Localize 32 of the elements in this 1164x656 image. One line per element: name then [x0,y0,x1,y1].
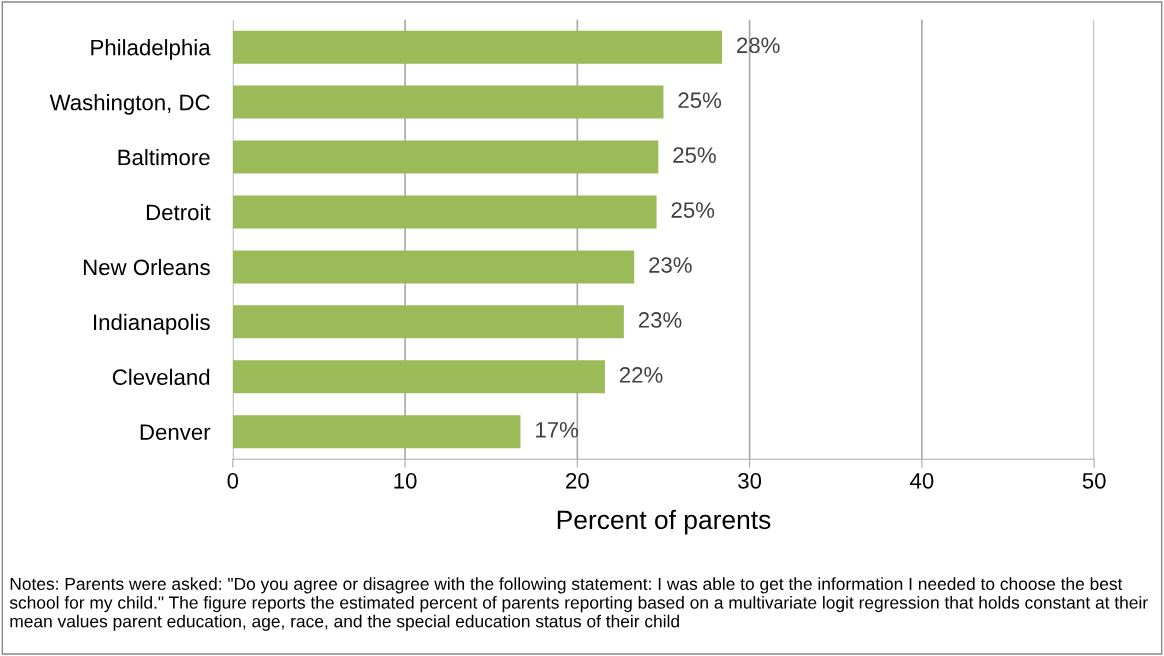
y-tick-label: Cleveland [112,368,210,386]
bar [232,30,723,64]
data-label: 23% [638,312,682,328]
data-label: 25% [671,202,715,218]
bar [232,85,664,119]
x-tick-label: 0 [227,472,239,489]
data-label: 28% [737,37,780,54]
bar [232,415,521,449]
data-label: 22% [619,367,663,383]
bar [232,195,657,229]
x-tick-label: 10 [394,472,417,489]
y-tick-label: Indianapolis [94,313,210,335]
y-tick-label: New Orleans [83,258,210,276]
y-tick-label: Baltimore [118,148,210,166]
y-tick-label: Philadelphia [91,39,211,60]
x-tick-label: 30 [738,472,762,489]
bar [232,360,605,394]
x-tick-label: 20 [566,472,589,489]
bar [232,250,635,284]
data-label: 25% [673,147,716,163]
y-tick-label: Denver [140,424,211,440]
y-tick-label: Washington, DC [49,94,210,115]
text: Notes: Parents were asked: "Do you agree or disagree with the following statement: I was able to get the information I needed to choose the best school for my child." The figure reports the estimated percent of parents reporting based on a multivariate logit regression that holds constant at their mean values parent education, age, race, and the special education status of their child [9,577,1148,631]
data-label: 17% [536,422,579,438]
bar [232,305,624,339]
x-tick-label: 50 [1082,472,1106,489]
x-tick-label: 40 [910,472,934,489]
y-tick-label: Detroit [146,203,211,221]
data-label: 25% [678,92,722,109]
bar [232,140,659,174]
data-label: 23% [649,257,692,273]
x-axis-title: Percent of parents [557,509,771,535]
